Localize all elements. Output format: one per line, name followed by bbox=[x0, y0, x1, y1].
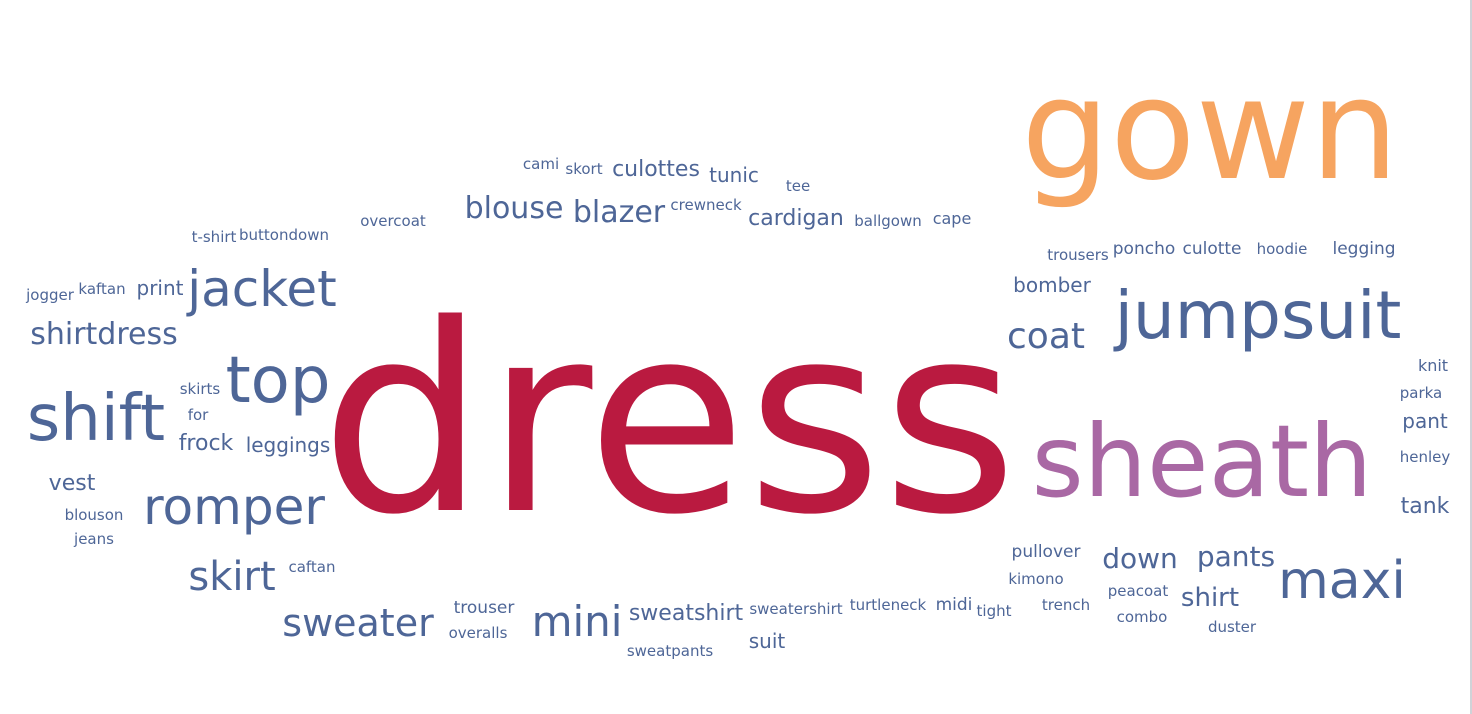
word-culotte: culotte bbox=[1182, 239, 1241, 259]
word-trousers: trousers bbox=[1047, 246, 1109, 264]
word-print: print bbox=[137, 276, 184, 300]
word-vest: vest bbox=[49, 471, 96, 496]
word-pants: pants bbox=[1197, 540, 1275, 573]
word-leggings: leggings bbox=[246, 433, 331, 457]
word-shirt: shirt bbox=[1181, 583, 1239, 613]
word-cami: cami bbox=[523, 155, 559, 173]
word-sweatershirt: sweatershirt bbox=[749, 600, 842, 618]
word-overcoat: overcoat bbox=[360, 212, 426, 230]
word-bomber: bomber bbox=[1013, 273, 1091, 297]
word-midi: midi bbox=[936, 595, 973, 615]
word-blazer: blazer bbox=[573, 195, 666, 230]
word-hoodie: hoodie bbox=[1257, 240, 1308, 258]
word-legging: legging bbox=[1332, 239, 1395, 259]
word-sweatshirt: sweatshirt bbox=[629, 601, 744, 626]
word-sweater: sweater bbox=[282, 601, 434, 645]
word-shift: shift bbox=[27, 382, 165, 456]
word-overalls: overalls bbox=[449, 624, 508, 642]
word-blouse: blouse bbox=[465, 191, 564, 226]
word-parka: parka bbox=[1400, 384, 1443, 402]
word-jumpsuit: jumpsuit bbox=[1113, 277, 1402, 354]
page-right-border bbox=[1470, 0, 1472, 714]
word-down: down bbox=[1102, 542, 1178, 575]
word-peacoat: peacoat bbox=[1108, 582, 1169, 600]
word-turtleneck: turtleneck bbox=[850, 596, 927, 614]
word-for: for bbox=[188, 406, 209, 424]
word-trench: trench bbox=[1042, 596, 1090, 614]
word-tunic: tunic bbox=[709, 163, 759, 187]
word-gown: gown bbox=[1021, 49, 1399, 212]
word-shirtdress: shirtdress bbox=[30, 317, 178, 352]
word-skort: skort bbox=[565, 160, 602, 178]
word-cape: cape bbox=[933, 209, 972, 228]
word-tank: tank bbox=[1401, 494, 1450, 519]
word-buttondown: buttondown bbox=[239, 226, 329, 244]
word-duster: duster bbox=[1208, 618, 1257, 636]
word-frock: frock bbox=[179, 431, 234, 456]
word-pullover: pullover bbox=[1012, 542, 1081, 562]
word-ballgown: ballgown bbox=[854, 212, 922, 230]
word-caftan: caftan bbox=[288, 558, 335, 576]
word-coat: coat bbox=[1007, 316, 1085, 357]
word-combo: combo bbox=[1117, 608, 1168, 626]
word-skirt: skirt bbox=[188, 554, 275, 600]
word-top: top bbox=[226, 344, 331, 418]
word-sheath: sheath bbox=[1032, 403, 1373, 520]
word-crewneck: crewneck bbox=[670, 196, 742, 214]
word-knit: knit bbox=[1418, 356, 1448, 375]
word-t-shirt: t-shirt bbox=[192, 228, 237, 246]
word-trouser: trouser bbox=[454, 598, 515, 618]
word-culottes: culottes bbox=[612, 157, 700, 182]
word-kaftan: kaftan bbox=[78, 280, 125, 298]
word-maxi: maxi bbox=[1278, 551, 1406, 611]
word-jogger: jogger bbox=[25, 286, 75, 304]
word-suit: suit bbox=[749, 629, 786, 653]
word-blouson: blouson bbox=[65, 506, 124, 524]
word-sweatpants: sweatpants bbox=[627, 642, 713, 660]
word-tight: tight bbox=[977, 602, 1012, 620]
word-cardigan: cardigan bbox=[748, 206, 844, 231]
word-romper: romper bbox=[143, 478, 325, 536]
word-tee: tee bbox=[786, 177, 810, 195]
word-dress: dress bbox=[320, 270, 1017, 572]
word-poncho: poncho bbox=[1113, 239, 1176, 259]
word-skirts: skirts bbox=[180, 380, 221, 398]
word-jacket: jacket bbox=[186, 260, 337, 318]
word-jeans: jeans bbox=[73, 530, 114, 548]
word-henley: henley bbox=[1400, 448, 1451, 466]
word-kimono: kimono bbox=[1008, 570, 1063, 588]
word-mini: mini bbox=[532, 597, 623, 646]
word-pant: pant bbox=[1402, 409, 1448, 433]
